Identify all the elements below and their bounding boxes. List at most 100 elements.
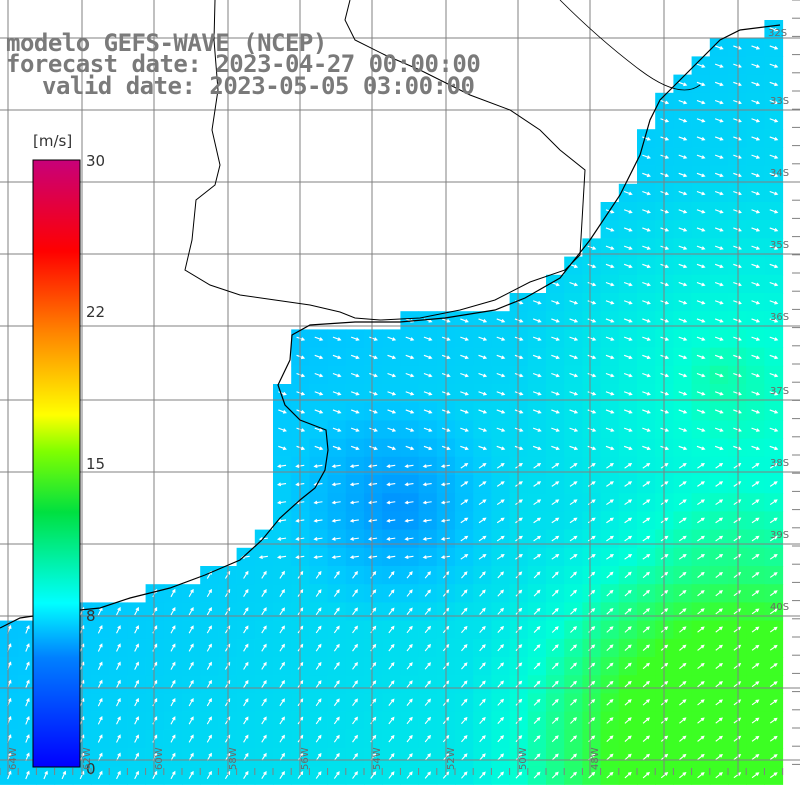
wind-arrow bbox=[514, 427, 524, 432]
wind-arrow bbox=[515, 662, 523, 670]
wind-arrow bbox=[733, 391, 742, 396]
wind-arrow bbox=[642, 136, 651, 141]
wind-arrow bbox=[25, 770, 30, 780]
wind-arrow bbox=[733, 373, 742, 378]
wind-arrow bbox=[733, 318, 742, 323]
wind-arrow bbox=[515, 644, 523, 652]
wind-arrow bbox=[606, 481, 614, 487]
wind-arrow bbox=[25, 624, 30, 634]
wind-arrow bbox=[515, 571, 523, 579]
wind-arrow bbox=[515, 607, 523, 615]
wind-arrow bbox=[532, 318, 542, 323]
wind-arrow bbox=[733, 282, 742, 287]
wind-arrow bbox=[769, 590, 778, 597]
wind-arrow bbox=[206, 679, 212, 689]
wind-arrow bbox=[642, 589, 650, 597]
wind-arrow bbox=[605, 409, 615, 414]
wind-arrow bbox=[479, 607, 486, 615]
wind-arrow bbox=[152, 625, 158, 634]
wind-arrow bbox=[349, 500, 359, 505]
wind-arrow bbox=[313, 537, 323, 541]
wind-arrow bbox=[679, 571, 687, 579]
wind-arrow bbox=[751, 172, 761, 178]
wind-arrow bbox=[423, 336, 433, 341]
wind-arrow bbox=[696, 354, 706, 360]
wind-arrow bbox=[569, 499, 578, 506]
wind-arrow bbox=[188, 643, 194, 652]
wind-arrow bbox=[134, 643, 139, 652]
wind-arrow bbox=[61, 770, 67, 780]
wind-arrow bbox=[715, 590, 723, 597]
wind-arrow bbox=[350, 427, 360, 432]
wind-arrow bbox=[714, 100, 724, 105]
wind-arrow bbox=[514, 373, 524, 378]
wind-arrow bbox=[349, 464, 359, 469]
wind-arrow bbox=[642, 626, 650, 633]
wind-arrow bbox=[352, 661, 358, 670]
wind-arrow bbox=[678, 263, 688, 269]
wind-arrow bbox=[261, 752, 267, 761]
wind-arrow bbox=[368, 500, 378, 505]
wind-arrow bbox=[751, 735, 760, 742]
wind-arrow bbox=[25, 697, 30, 707]
wind-arrow bbox=[370, 771, 377, 779]
wind-arrow bbox=[769, 644, 778, 651]
wind-arrow bbox=[587, 481, 596, 487]
wind-arrow bbox=[606, 735, 614, 743]
wind-arrow bbox=[623, 318, 633, 323]
wind-arrow bbox=[696, 209, 706, 214]
wind-arrow bbox=[170, 770, 176, 780]
wind-arrow bbox=[533, 717, 541, 724]
wind-arrow bbox=[551, 336, 560, 341]
wind-arrow bbox=[551, 300, 560, 305]
lat-label: 36S bbox=[770, 312, 790, 323]
wind-arrow bbox=[261, 716, 267, 725]
wind-arrow bbox=[278, 445, 287, 451]
wind-arrow bbox=[331, 482, 341, 487]
wind-arrow bbox=[605, 245, 615, 250]
lon-label: 60W bbox=[154, 747, 165, 770]
wind-arrow bbox=[678, 553, 687, 560]
wind-arrow bbox=[152, 643, 158, 652]
lat-label: 35S bbox=[770, 240, 790, 251]
wind-arrow bbox=[405, 445, 415, 451]
wind-arrow bbox=[315, 752, 322, 761]
wind-arrow bbox=[333, 589, 340, 597]
wind-arrow bbox=[624, 699, 632, 706]
wind-arrow bbox=[97, 679, 103, 689]
wind-arrow bbox=[642, 154, 651, 159]
wind-arrow bbox=[460, 535, 469, 542]
wind-arrow bbox=[261, 679, 267, 688]
wind-arrow bbox=[424, 607, 431, 615]
wind-arrow bbox=[751, 499, 760, 506]
wind-arrow bbox=[733, 263, 742, 269]
wind-arrow bbox=[769, 735, 778, 742]
wind-arrow bbox=[696, 391, 706, 396]
wind-arrow bbox=[569, 300, 579, 305]
wind-arrow bbox=[696, 81, 706, 87]
lon-label: 64W bbox=[8, 747, 19, 770]
wind-arrow bbox=[769, 245, 779, 250]
wind-arrow bbox=[279, 771, 285, 779]
wind-arrow bbox=[714, 263, 724, 269]
wind-arrow bbox=[515, 553, 523, 560]
wind-arrow bbox=[751, 336, 761, 341]
wind-arrow bbox=[279, 661, 285, 670]
wind-arrow bbox=[623, 336, 633, 341]
wind-arrow bbox=[551, 481, 560, 487]
wind-arrow bbox=[313, 464, 323, 469]
wind-arrow bbox=[769, 227, 779, 232]
wind-arrow bbox=[331, 518, 341, 523]
wind-arrow bbox=[406, 698, 413, 706]
wind-arrow bbox=[350, 409, 360, 414]
wind-arrow bbox=[642, 227, 651, 232]
wind-arrow bbox=[333, 771, 340, 779]
wind-arrow bbox=[461, 662, 468, 670]
wind-arrow bbox=[314, 445, 324, 451]
wind-arrow bbox=[569, 517, 578, 524]
wind-arrow bbox=[642, 499, 651, 506]
wind-arrow bbox=[696, 227, 706, 232]
wind-arrow bbox=[134, 625, 139, 634]
wind-arrow bbox=[570, 644, 577, 652]
wind-arrow bbox=[624, 644, 632, 651]
